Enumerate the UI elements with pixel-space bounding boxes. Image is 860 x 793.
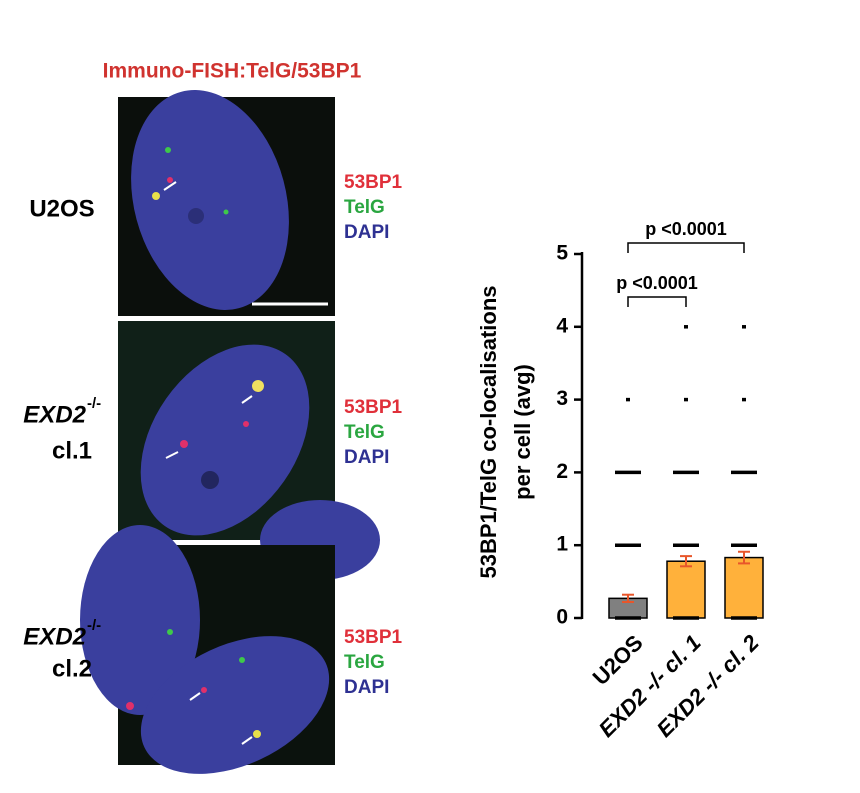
micrograph	[118, 90, 335, 316]
channel-label: 53BP1	[344, 627, 403, 648]
y-tick-label: 2	[556, 460, 568, 483]
panel-label: U2OS	[29, 195, 94, 222]
channel-label: DAPI	[344, 447, 389, 468]
channel-label: TelG	[344, 422, 385, 443]
significance-bracket	[627, 242, 745, 253]
significance-label: p <0.0001	[645, 219, 727, 239]
panel-clone: cl.2	[52, 655, 92, 682]
y-tick-label: 5	[556, 242, 568, 265]
figure-title: Immuno-FISH:TelG/53BP1	[103, 60, 362, 83]
significance-bracket	[627, 296, 687, 307]
y-axis-label: per cell (avg)	[510, 364, 535, 500]
y-tick-label: 3	[556, 387, 568, 410]
y-tick-label: 4	[556, 314, 568, 337]
error-bar	[680, 555, 692, 568]
error-bar	[738, 550, 750, 565]
panel-superscript: -/-	[87, 617, 101, 634]
channel-label: DAPI	[344, 677, 389, 698]
y-axis-label: 53BP1/TelG co-localisations	[476, 285, 501, 578]
significance-label: p <0.0001	[616, 273, 698, 293]
channel-label: DAPI	[344, 222, 389, 243]
channel-label: 53BP1	[344, 172, 403, 193]
panel-label: EXD2	[23, 401, 86, 428]
channel-label: 53BP1	[344, 397, 403, 418]
channel-label: TelG	[344, 197, 385, 218]
x-tick-label: EXD2 -/- cl. 2	[652, 629, 764, 741]
channel-label: TelG	[344, 652, 385, 673]
y-tick-label: 0	[556, 606, 568, 629]
bar	[724, 556, 764, 619]
panel-superscript: -/-	[87, 395, 101, 412]
micrograph	[80, 525, 335, 774]
panel-label: EXD2	[23, 623, 86, 650]
bar	[666, 560, 706, 619]
error-bar	[622, 593, 634, 603]
y-tick-label: 1	[556, 533, 568, 556]
panel-clone: cl.1	[52, 437, 92, 464]
